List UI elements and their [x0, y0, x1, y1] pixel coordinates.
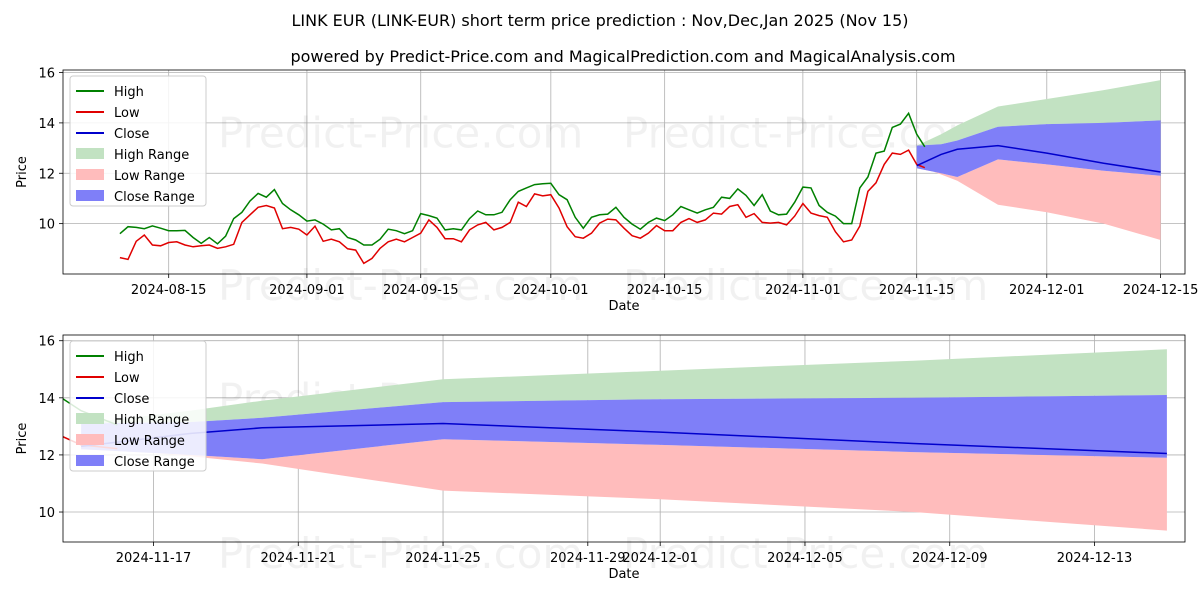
- bottom-chart-panel: Predict-Price.comPredict-Price.comPredic…: [15, 334, 1186, 582]
- bottom-x-tick-label: 2024-12-01: [622, 551, 698, 566]
- bottom-x-tick-label: 2024-12-09: [912, 551, 988, 566]
- bottom-y-tick-label: 10: [38, 506, 55, 521]
- bottom-legend-swatch: [76, 413, 104, 424]
- top-legend-label: Close: [114, 127, 149, 142]
- top-legend-label: Close Range: [114, 190, 195, 205]
- chart-title: LINK EUR (LINK-EUR) short term price pre…: [292, 11, 909, 30]
- top-axes-frame: [62, 69, 1186, 275]
- bottom-x-axis-label: Date: [608, 567, 639, 582]
- top-y-tick-label: 12: [38, 167, 55, 182]
- top-x-tick-label: 2024-11-01: [765, 283, 841, 298]
- top-x-tick-label: 2024-10-15: [627, 283, 703, 298]
- top-low-range-band: [916, 159, 1161, 240]
- bottom-legend-label: High Range: [114, 413, 189, 428]
- bottom-axes-frame: [62, 334, 1186, 543]
- bottom-watermark: Predict-Price.com: [218, 529, 583, 578]
- bottom-x-tick-label: 2024-11-21: [260, 551, 336, 566]
- bottom-legend-swatch: [76, 455, 104, 466]
- top-watermark: Predict-Price.com: [623, 261, 988, 310]
- top-x-axis-label: Date: [608, 299, 639, 314]
- top-y-axis-label: Price: [15, 156, 30, 188]
- top-y-tick-label: 10: [38, 218, 55, 233]
- top-x-tick-label: 2024-10-01: [513, 283, 589, 298]
- top-chart-panel: Predict-Price.com Predict-Price.com Predic…: [15, 67, 1198, 314]
- top-high-line: [119, 111, 926, 246]
- bottom-legend-swatch: [76, 434, 104, 445]
- top-watermark: Predict-Price.com: [218, 261, 583, 310]
- top-legend-swatch: [76, 148, 104, 159]
- top-x-tick-label: 2024-08-15: [131, 283, 207, 298]
- top-legend-label: Low Range: [114, 169, 185, 184]
- bottom-watermark: Predict-Price.com: [623, 529, 988, 578]
- top-legend-swatch: [76, 169, 104, 180]
- bottom-legend-label: Low Range: [114, 434, 185, 449]
- bottom-low-range-band: [81, 439, 1167, 531]
- bottom-legend-label: Close Range: [114, 455, 195, 470]
- bottom-y-tick-label: 12: [38, 449, 55, 464]
- top-x-tick-label: 2024-11-15: [879, 283, 955, 298]
- bottom-legend: High Low Close High Range Low Range Close Ran…: [69, 340, 207, 472]
- top-x-tick-label: 2024-12-01: [1009, 283, 1085, 298]
- top-watermark: Predict-Price.com: [218, 109, 583, 158]
- bottom-x-tick-label: 2024-12-05: [767, 551, 843, 566]
- bottom-plot-area: [63, 349, 1167, 531]
- top-x-tick-label: 2024-09-01: [269, 283, 345, 298]
- top-close-line: [916, 144, 1161, 173]
- top-legend-label: High: [114, 85, 144, 100]
- top-x-tick-label: 2024-12-15: [1123, 283, 1199, 298]
- bottom-legend-label: High: [114, 350, 144, 365]
- bottom-x-tick-label: 2024-11-29: [550, 551, 626, 566]
- bottom-x-tick-label: 2024-11-25: [405, 551, 481, 566]
- top-legend-label: High Range: [114, 148, 189, 163]
- bottom-x-tick-label: 2024-12-13: [1057, 551, 1133, 566]
- top-plot-area: [119, 80, 1161, 265]
- bottom-legend-label: Low: [114, 371, 140, 386]
- bottom-x-tick-label: 2024-11-17: [116, 551, 192, 566]
- chart-subtitle: powered by Predict-Price.com and Magical…: [290, 47, 955, 66]
- bottom-y-tick-label: 16: [38, 335, 55, 350]
- top-x-tick-label: 2024-09-15: [383, 283, 459, 298]
- top-high-range-band: [916, 80, 1161, 146]
- top-y-tick-label: 16: [38, 67, 55, 82]
- top-low-line: [119, 149, 926, 265]
- bottom-y-tick-label: 14: [38, 392, 55, 407]
- top-legend: High Low Close High Range Low Range Close Ran…: [69, 75, 207, 207]
- bottom-legend-label: Close: [114, 392, 149, 407]
- bottom-high-range-band: [81, 349, 1167, 424]
- top-legend-swatch: [76, 190, 104, 201]
- bottom-y-axis-label: Price: [15, 423, 30, 455]
- top-y-tick-label: 14: [38, 117, 55, 132]
- top-legend-label: Low: [114, 106, 140, 121]
